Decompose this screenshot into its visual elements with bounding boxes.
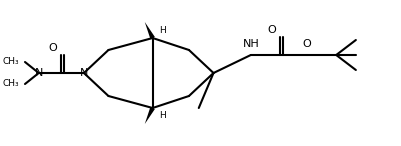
Polygon shape — [144, 107, 154, 124]
Text: O: O — [302, 39, 310, 49]
Text: CH₃: CH₃ — [2, 58, 19, 66]
Polygon shape — [144, 22, 154, 39]
Text: O: O — [49, 43, 57, 53]
Text: N: N — [79, 68, 88, 78]
Text: O: O — [267, 25, 275, 35]
Text: NH: NH — [242, 39, 259, 49]
Text: CH₃: CH₃ — [2, 80, 19, 88]
Text: H: H — [159, 111, 166, 120]
Text: N: N — [34, 68, 43, 78]
Text: H: H — [159, 26, 166, 35]
